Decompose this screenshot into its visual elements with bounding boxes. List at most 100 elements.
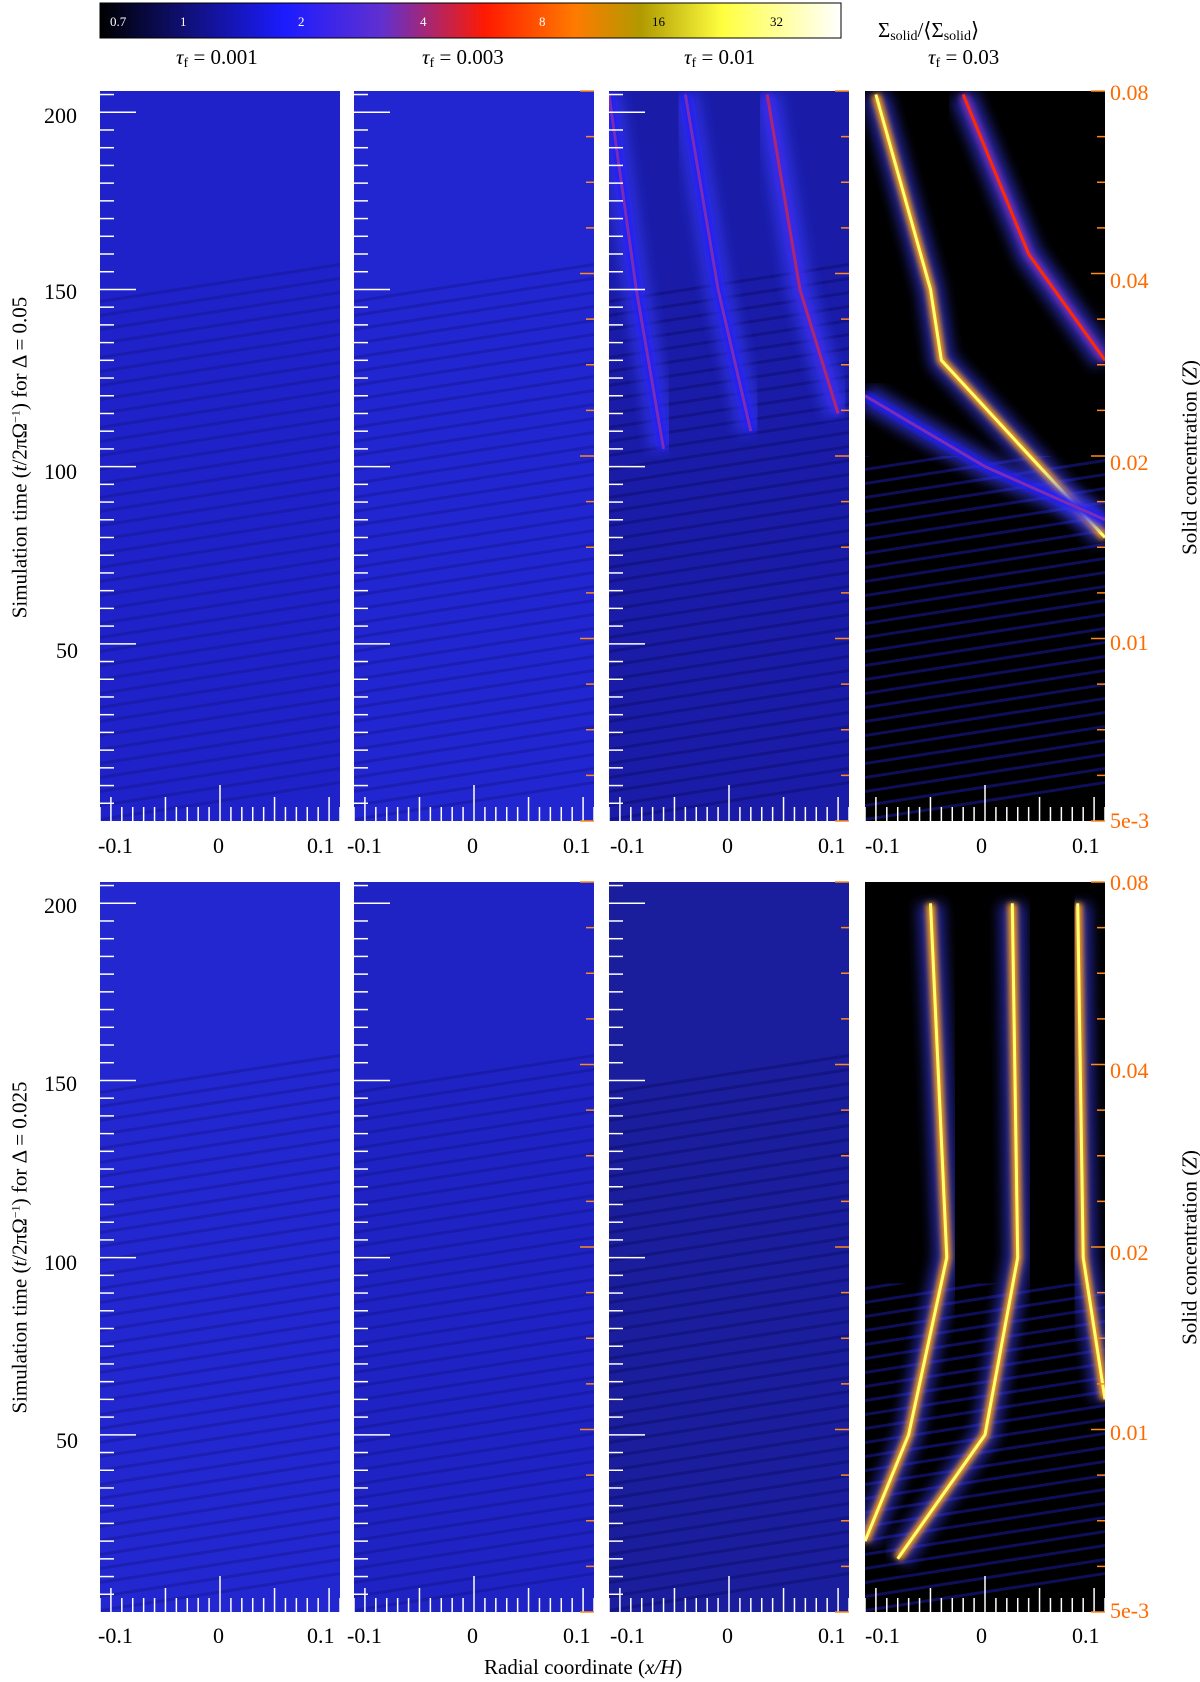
tau-sub: f	[429, 56, 435, 71]
striation	[354, 655, 594, 695]
heatmap-panel	[100, 91, 340, 821]
striation	[100, 1250, 340, 1290]
heatmap-panel	[354, 91, 594, 821]
striation	[609, 1250, 849, 1290]
striation	[100, 319, 340, 359]
striation	[609, 1222, 849, 1262]
striation	[354, 753, 594, 793]
striation	[354, 1110, 594, 1150]
striation	[354, 1334, 594, 1374]
striation	[609, 1124, 849, 1164]
striation	[354, 683, 594, 723]
striation	[354, 725, 594, 765]
striation	[100, 1278, 340, 1318]
y-label-sup: −1	[8, 1205, 23, 1219]
z-label-text: Solid concentration (	[1177, 378, 1200, 555]
x-tick-label: -0.1	[865, 1623, 900, 1648]
striation	[609, 1152, 849, 1192]
striation	[609, 403, 849, 443]
striation	[354, 1082, 594, 1122]
striation	[100, 1488, 340, 1528]
striation	[354, 487, 594, 527]
tau-sub: f	[935, 56, 941, 71]
colorbar-tick: 2	[298, 14, 305, 29]
striation	[100, 1208, 340, 1248]
striation	[354, 347, 594, 387]
z-axis-label-row2: Solid concentration (Z)	[1178, 1103, 1200, 1393]
striation	[865, 627, 1105, 667]
colorbar-title-mid: /⟨Σ	[917, 18, 944, 42]
striation	[609, 487, 849, 527]
tau-sub: f	[183, 56, 189, 71]
x-tick-label: -0.1	[865, 833, 900, 858]
striation	[865, 613, 1105, 653]
striation	[354, 1124, 594, 1164]
striation	[609, 417, 849, 457]
striation	[354, 333, 594, 373]
striation	[354, 1054, 594, 1094]
striation	[354, 1166, 594, 1206]
striation	[354, 739, 594, 779]
striation	[354, 1138, 594, 1178]
striation	[865, 711, 1105, 751]
striation	[354, 1250, 594, 1290]
striation	[100, 333, 340, 373]
x-tick-label: 0	[976, 1623, 987, 1648]
striation	[100, 487, 340, 527]
striation	[100, 1222, 340, 1262]
striation	[100, 1404, 340, 1444]
z-tick-label: 5e-3	[1110, 808, 1150, 833]
striation	[100, 445, 340, 485]
striation	[100, 585, 340, 625]
striation	[609, 431, 849, 471]
x-tick-label: 0.1	[818, 833, 846, 858]
colorbar-tick: 1	[180, 14, 187, 29]
striation	[354, 1390, 594, 1430]
striation	[609, 683, 849, 723]
colorbar-title-sub2: solid	[943, 29, 971, 44]
colorbar-tick: 4	[420, 14, 427, 29]
striation	[609, 1264, 849, 1304]
z-tick-label: 0.04	[1110, 1058, 1149, 1083]
striation	[354, 1306, 594, 1346]
x-tick-label: 0.1	[1072, 833, 1100, 858]
x-tick-label: 0	[467, 833, 478, 858]
striation	[609, 1110, 849, 1150]
striation	[609, 1404, 849, 1444]
x-tick-label: -0.1	[347, 833, 382, 858]
striation	[354, 515, 594, 555]
striation	[100, 1152, 340, 1192]
striation	[609, 445, 849, 485]
striation	[609, 669, 849, 709]
striation	[100, 1516, 340, 1556]
striation	[100, 1138, 340, 1178]
striation	[354, 291, 594, 331]
striation	[609, 473, 849, 513]
striation	[354, 277, 594, 317]
striation	[865, 571, 1105, 611]
x-tick-label: 0.1	[1072, 1623, 1100, 1648]
y-label-sup: −1	[8, 410, 23, 423]
striation	[609, 1446, 849, 1486]
striation	[609, 711, 849, 751]
striation	[865, 725, 1105, 765]
filament-core	[961, 93, 1105, 362]
striation	[865, 669, 1105, 709]
x-tick-label: 0	[722, 1623, 733, 1648]
striation	[609, 1418, 849, 1458]
striation	[354, 1460, 594, 1500]
striation	[609, 529, 849, 569]
striation	[100, 711, 340, 751]
striation	[354, 1348, 594, 1388]
striation	[100, 641, 340, 681]
striation	[354, 1152, 594, 1192]
striation	[354, 529, 594, 569]
striation	[100, 613, 340, 653]
panel-content	[609, 1054, 849, 1612]
striation	[100, 599, 340, 639]
filament-core	[865, 903, 949, 1542]
striation	[865, 515, 1105, 555]
striation	[354, 459, 594, 499]
striation	[354, 1180, 594, 1220]
striation	[354, 1068, 594, 1108]
